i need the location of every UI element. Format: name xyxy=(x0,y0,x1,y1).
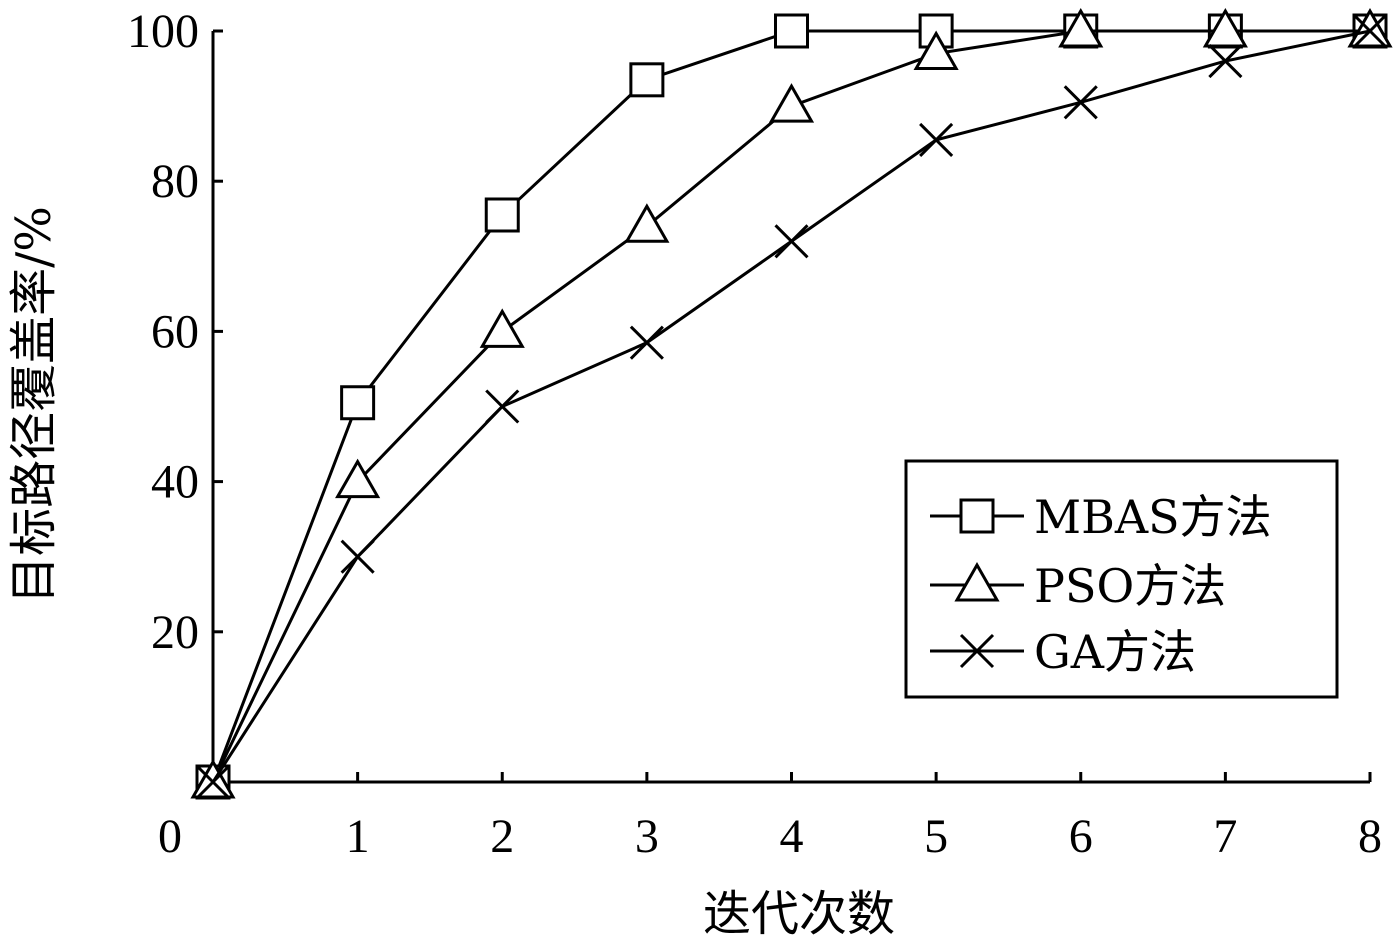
point-mbas-4 xyxy=(774,13,809,49)
x-axis-title: 迭代次数 xyxy=(703,886,895,942)
legend: MBAS方法 PSO方法 GA方法 xyxy=(904,459,1339,699)
legend-label-ga: GA方法 xyxy=(1034,625,1196,679)
point-pso-7 xyxy=(1202,7,1248,48)
point-ga-7-stroke-b xyxy=(1208,43,1243,79)
point-ga-6 xyxy=(1063,85,1098,120)
legend-marker-ga-stroke-b xyxy=(959,633,995,669)
x-tick-label-5: 5 xyxy=(924,810,948,863)
point-mbas-2-shape xyxy=(484,197,520,233)
point-pso-5-shape xyxy=(913,30,959,71)
point-ga-1 xyxy=(340,539,375,574)
point-pso-2-shape xyxy=(479,308,525,348)
point-pso-6-shape xyxy=(1058,7,1104,48)
legend-marker-ga xyxy=(959,633,995,669)
point-ga-2-stroke-b xyxy=(485,389,520,424)
point-pso-7-shape xyxy=(1202,7,1248,48)
legend-marker-pso-shape xyxy=(954,561,1000,602)
x-tick-label-1: 1 xyxy=(346,810,370,863)
x-tick-label-6: 6 xyxy=(1069,810,1093,863)
point-pso-3-shape xyxy=(624,203,670,243)
point-pso-4-shape xyxy=(768,83,815,123)
point-pso-5 xyxy=(913,30,959,71)
legend-marker-pso xyxy=(954,561,1000,602)
point-ga-7 xyxy=(1208,43,1243,79)
x-tick-label-0: 0 xyxy=(158,810,182,863)
legend-item-ga: GA方法 xyxy=(930,625,1196,679)
point-ga-4-stroke-b xyxy=(774,224,809,259)
point-pso-8 xyxy=(1347,7,1393,48)
point-ga-3 xyxy=(629,325,664,360)
legend-label-pso: PSO方法 xyxy=(1034,559,1226,613)
point-pso-6 xyxy=(1058,7,1104,48)
point-mbas-4-shape xyxy=(774,13,809,49)
tick-labels: 20 40 60 80 100 0 1 2 3 4 5 6 7 8 xyxy=(127,5,1382,863)
point-mbas-3 xyxy=(629,62,665,98)
y-tick-label-80: 80 xyxy=(151,155,199,208)
y-tick-label-100: 100 xyxy=(127,5,199,58)
series-group xyxy=(190,7,1393,800)
point-mbas-2 xyxy=(484,197,520,233)
point-ga-5 xyxy=(919,122,954,157)
point-ga-0-stroke-b xyxy=(195,764,231,800)
series-ga xyxy=(195,13,1388,800)
point-pso-2 xyxy=(479,308,525,348)
y-tick-label-60: 60 xyxy=(151,305,199,358)
legend-marker-mbas xyxy=(959,498,995,534)
point-ga-4 xyxy=(774,224,809,259)
x-tick-label-2: 2 xyxy=(490,810,514,863)
point-pso-3 xyxy=(624,203,670,243)
point-pso-8-shape xyxy=(1347,7,1393,48)
y-tick-label-40: 40 xyxy=(151,456,199,509)
point-pso-4 xyxy=(768,83,815,123)
y-axis-title: 目标路径覆盖率/% xyxy=(6,206,62,604)
point-mbas-1-shape xyxy=(340,385,376,421)
legend-item-mbas: MBAS方法 xyxy=(930,490,1272,544)
y-tick-label-20: 20 xyxy=(151,606,199,659)
x-tick-label-7: 7 xyxy=(1213,810,1237,863)
point-mbas-3-shape xyxy=(629,62,665,98)
point-ga-8-stroke-b xyxy=(1352,13,1388,49)
point-ga-5-stroke-b xyxy=(919,122,954,157)
point-ga-1-stroke-b xyxy=(340,539,375,574)
x-tick-label-8: 8 xyxy=(1358,810,1382,863)
point-ga-2 xyxy=(485,389,520,424)
point-pso-1 xyxy=(335,458,381,499)
point-ga-0 xyxy=(195,764,231,800)
axes xyxy=(211,29,1372,784)
point-ga-3-stroke-b xyxy=(629,325,664,360)
legend-label-mbas: MBAS方法 xyxy=(1034,490,1272,544)
point-mbas-1 xyxy=(340,385,376,421)
x-tick-label-4: 4 xyxy=(780,810,804,863)
point-ga-6-stroke-b xyxy=(1063,85,1098,120)
point-pso-1-shape xyxy=(335,458,381,499)
legend-item-pso: PSO方法 xyxy=(930,559,1226,613)
x-tick-label-3: 3 xyxy=(635,810,659,863)
legend-marker-mbas-shape xyxy=(959,498,995,534)
point-ga-8 xyxy=(1352,13,1388,49)
